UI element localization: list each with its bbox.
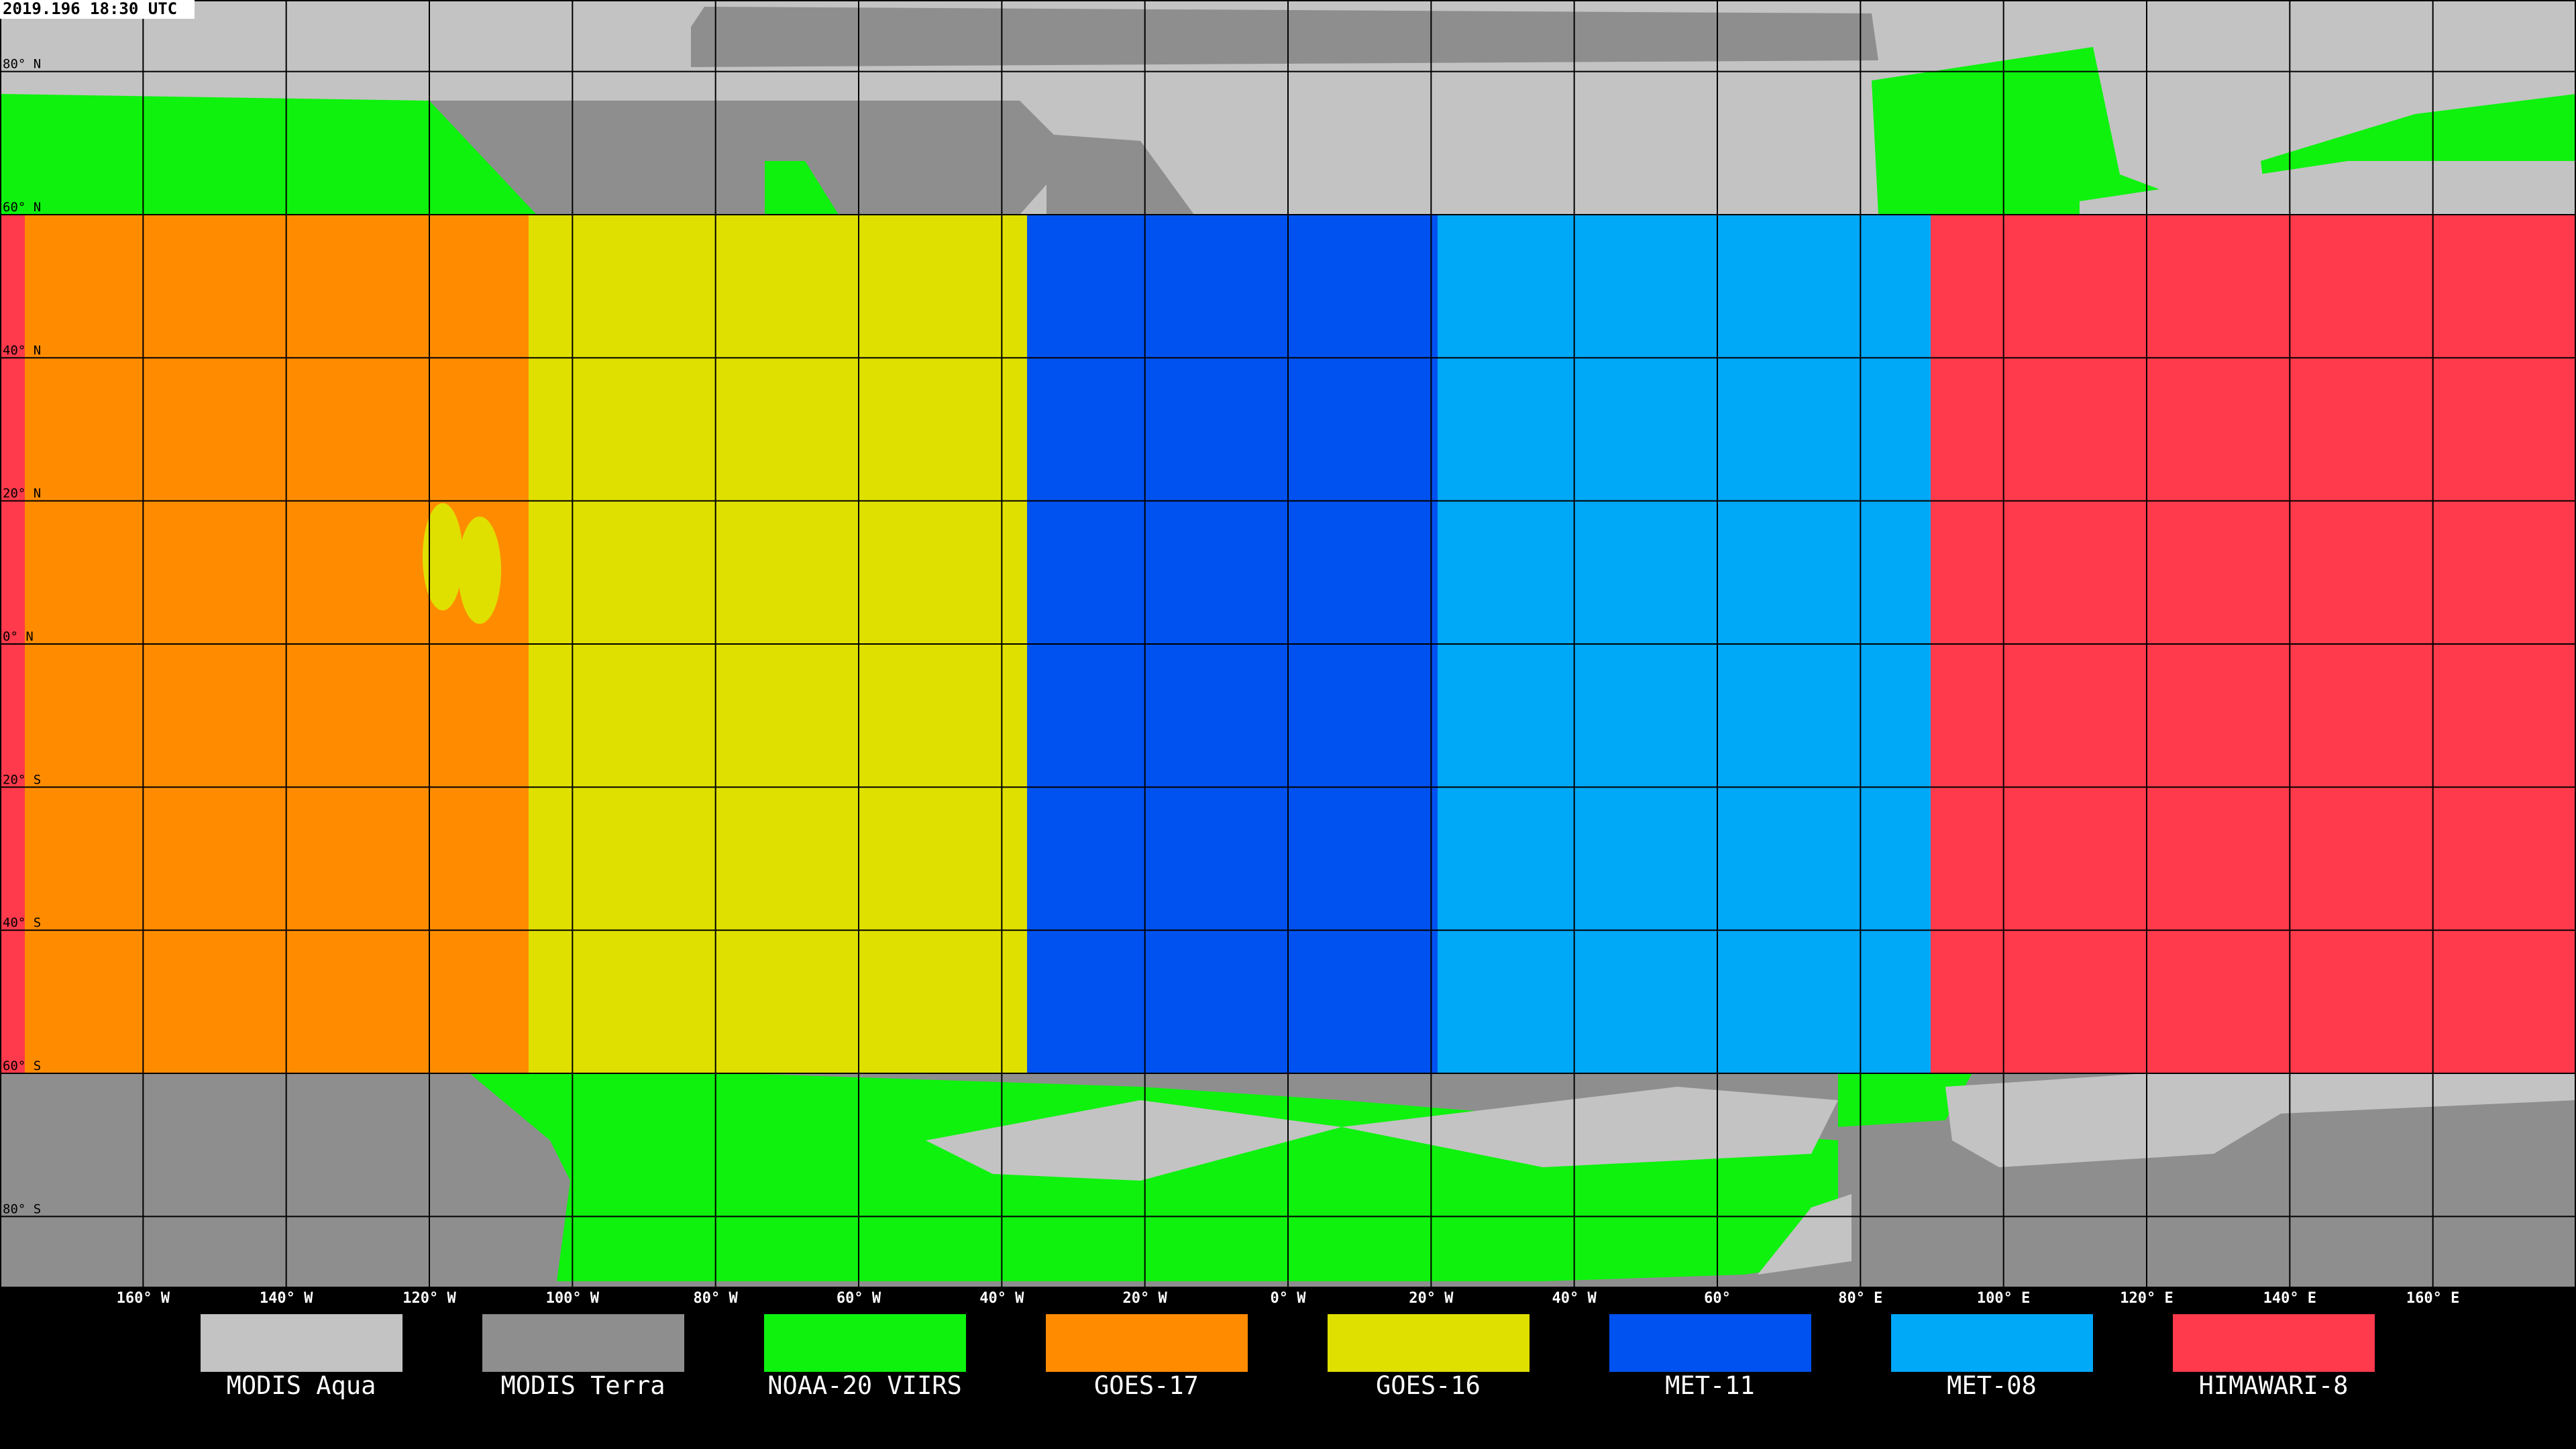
legend-swatch bbox=[1609, 1314, 1811, 1372]
legend-swatch bbox=[764, 1314, 966, 1372]
legend-label: HIMAWARI-8 bbox=[2199, 1371, 2349, 1400]
latitude-label: 60° S bbox=[3, 1059, 41, 1073]
timestamp-box bbox=[0, 0, 195, 19]
terra-swath bbox=[691, 7, 1878, 67]
legend-label: MODIS Aqua bbox=[227, 1371, 376, 1400]
legend-swatch bbox=[201, 1314, 402, 1372]
longitude-label: 0° W bbox=[1271, 1290, 1307, 1307]
longitude-label: 80° W bbox=[694, 1290, 739, 1307]
longitude-label: 140° E bbox=[2263, 1290, 2316, 1307]
latitude-label: 0° N bbox=[3, 629, 34, 644]
legend-swatch bbox=[2173, 1314, 2375, 1372]
longitude-label: 40° W bbox=[1552, 1290, 1597, 1307]
aqua-swath bbox=[1758, 1194, 1851, 1275]
longitude-label: 80° E bbox=[1838, 1290, 1882, 1307]
aqua-swath bbox=[1945, 1073, 2576, 1167]
legend-label: NOAA-20 VIIRS bbox=[767, 1371, 962, 1400]
longitude-label: 160° W bbox=[117, 1290, 170, 1307]
longitude-label: 60° bbox=[1704, 1290, 1731, 1307]
aqua-swath bbox=[2080, 161, 2576, 215]
terra-swath bbox=[1046, 134, 1194, 215]
legend-label: MET-11 bbox=[1665, 1371, 1755, 1400]
latitude-label: 20° N bbox=[3, 486, 41, 501]
latitude-label: 80° N bbox=[3, 57, 41, 72]
viirs-swath bbox=[765, 161, 839, 215]
legend-label: GOES-16 bbox=[1376, 1371, 1481, 1400]
longitude-label: 120° E bbox=[2120, 1290, 2173, 1307]
legend-swatch bbox=[1046, 1314, 1248, 1372]
legend-swatch bbox=[1891, 1314, 2093, 1372]
longitude-label: 100° E bbox=[1977, 1290, 2030, 1307]
legend-label: MET-08 bbox=[1947, 1371, 2037, 1400]
coverage-goes16-patch bbox=[423, 503, 463, 610]
longitude-label: 160° E bbox=[2406, 1290, 2459, 1307]
aqua-swath bbox=[1342, 1087, 1838, 1167]
latitude-label: 40° S bbox=[3, 916, 41, 930]
legend-swatch bbox=[482, 1314, 684, 1372]
viirs-swath bbox=[1872, 47, 2227, 215]
coverage-goes16-patch bbox=[458, 517, 501, 624]
latitude-label: 60° N bbox=[3, 200, 41, 215]
graticule: 80° N 60° N 40° N 20° N 0° N 20° S 40° S 60° S 8… bbox=[0, 0, 2576, 1307]
longitude-label: 100° W bbox=[546, 1290, 600, 1307]
longitude-label: 120° W bbox=[402, 1290, 456, 1307]
map-border bbox=[0, 0, 2576, 1288]
latitude-label: 20° S bbox=[3, 772, 41, 787]
timestamp: 2019.196 18:30 UTC bbox=[3, 0, 177, 18]
longitude-label: 60° W bbox=[837, 1290, 881, 1307]
latitude-label: 80° S bbox=[3, 1201, 41, 1216]
legend: MODIS Aqua MODIS Terra NOAA-20 VIIRS GOES-1… bbox=[201, 1314, 2375, 1400]
legend-label: MODIS Terra bbox=[500, 1371, 665, 1400]
longitude-label: 20° W bbox=[1123, 1290, 1168, 1307]
longitude-label: 20° W bbox=[1409, 1290, 1454, 1307]
longitude-label: 40° W bbox=[979, 1290, 1024, 1307]
viirs-swath bbox=[1838, 1073, 1972, 1127]
longitude-label: 140° W bbox=[260, 1290, 313, 1307]
aqua-swath bbox=[926, 1100, 1342, 1181]
legend-swatch bbox=[1328, 1314, 1529, 1372]
viirs-swath bbox=[0, 94, 537, 215]
legend-label: GOES-17 bbox=[1094, 1371, 1199, 1400]
latitude-label: 40° N bbox=[3, 343, 41, 358]
